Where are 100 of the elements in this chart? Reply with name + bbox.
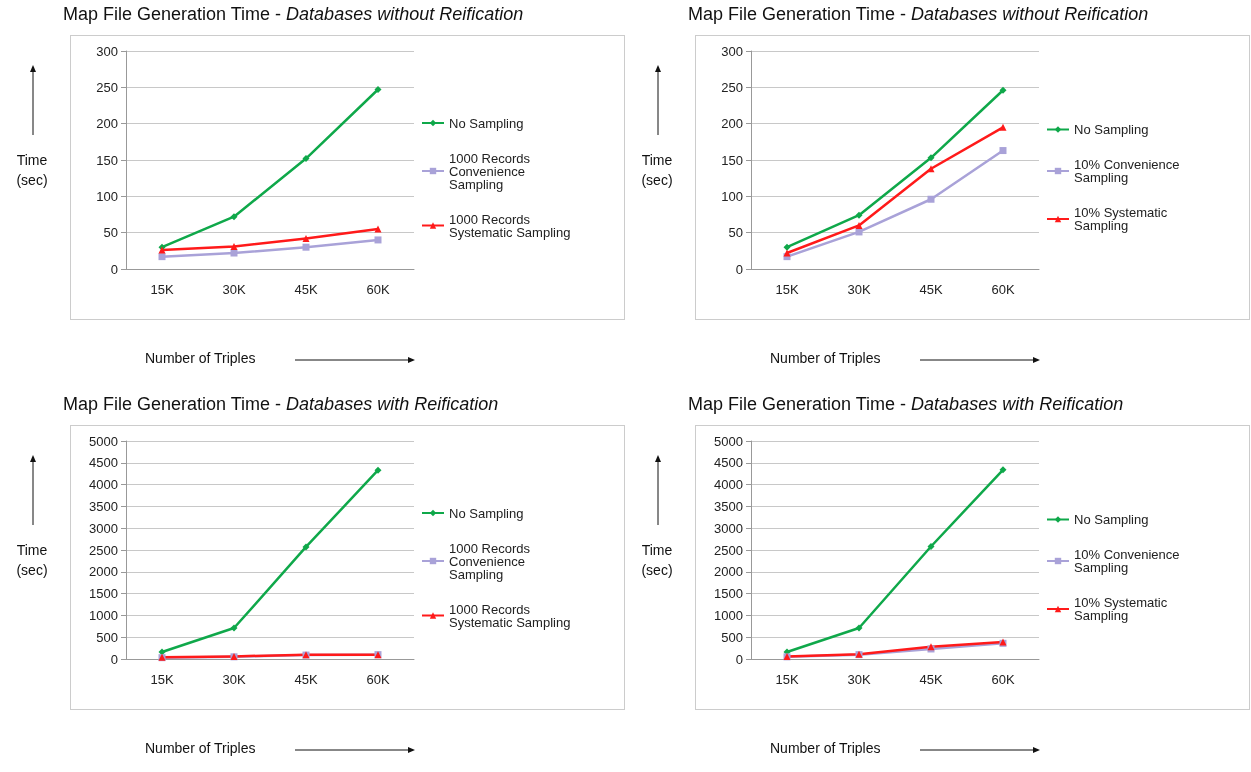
legend-label: No Sampling (449, 115, 524, 131)
y-tick-label: 300 (96, 43, 118, 59)
x-tick-label: 45K (919, 282, 943, 297)
legend-label: No Sampling (1074, 122, 1149, 137)
point (999, 86, 1007, 94)
point (999, 147, 1007, 155)
y-tick-label: 3000 (89, 520, 118, 536)
x-tick-label: 30K (222, 282, 246, 297)
point (374, 466, 382, 474)
chart-title: Map File Generation Time - Databases with Reification (688, 394, 1124, 415)
y-tick-label: 3500 (714, 498, 743, 514)
y-tick-label: 1500 (89, 586, 118, 602)
point (927, 165, 935, 173)
legend-label: 10% Convenience Sampling (1074, 547, 1184, 575)
x-tick-label: 30K (847, 282, 871, 297)
y-tick-label: 500 (721, 629, 743, 645)
y-tick-label: 2500 (714, 542, 743, 558)
point (374, 225, 382, 233)
point (374, 86, 382, 94)
y-tick-label: 4500 (89, 455, 118, 471)
point (783, 249, 791, 257)
x-tick-label: 45K (919, 672, 943, 687)
y-tick-label: 3500 (89, 498, 118, 514)
y-tick-label: 0 (735, 261, 743, 277)
y-axis-title: Time (sec) (15, 541, 49, 580)
point (855, 211, 863, 219)
x-tick-label: 30K (222, 672, 246, 687)
x-axis-title: Number of Triples (770, 350, 881, 366)
point (302, 155, 310, 163)
legend-label: 10% Convenience Sampling (1074, 157, 1184, 185)
x-tick-label: 15K (775, 282, 799, 297)
y-tick-label: 1000 (89, 607, 118, 623)
point (230, 242, 238, 250)
chart-title: Map File Generation Time - Databases with Reification (63, 394, 499, 415)
y-tick-label: 100 (721, 188, 743, 204)
x-tick-label: 30K (847, 672, 871, 687)
y-tick-label: 4500 (714, 455, 743, 471)
y-tick-label: 50 (728, 225, 743, 241)
legend-label: 1000 Records Convenience Sampling (449, 150, 534, 192)
y-tick-label: 250 (721, 79, 743, 95)
point (230, 249, 238, 257)
y-tick-label: 0 (735, 651, 743, 667)
legend-label: 10% Systematic Sampling (1074, 595, 1171, 623)
y-tick-label: 200 (721, 116, 743, 132)
x-tick-label: 60K (366, 672, 390, 687)
point (230, 624, 238, 632)
y-tick-label: 100 (96, 188, 118, 204)
x-axis-title: Number of Triples (145, 740, 256, 756)
y-axis-title: Time (sec) (640, 541, 674, 580)
x-tick-label: 60K (991, 672, 1015, 687)
y-tick-label: 4000 (89, 477, 118, 493)
x-tick-label: 15K (150, 672, 174, 687)
point (855, 624, 863, 632)
y-tick-label: 5000 (89, 433, 118, 449)
point (374, 236, 382, 244)
x-tick-label: 15K (775, 672, 799, 687)
y-tick-label: 4000 (714, 477, 743, 493)
point (927, 154, 935, 162)
y-tick-label: 2000 (89, 564, 118, 580)
legend-label: No Sampling (449, 505, 524, 521)
point (302, 243, 310, 251)
legend-label: 1000 Records Systematic Sampling (449, 211, 571, 240)
y-tick-label: 50 (103, 225, 118, 241)
point (783, 243, 791, 251)
legend-label: 1000 Records Convenience Sampling (449, 540, 534, 582)
y-tick-label: 2000 (714, 564, 743, 580)
x-tick-label: 60K (991, 282, 1015, 297)
y-tick-label: 150 (96, 152, 118, 168)
point (927, 543, 935, 551)
y-axis-title: Time (sec) (15, 151, 49, 190)
chart-title: Map File Generation Time - Databases without Reification (63, 4, 524, 25)
x-tick-label: 45K (294, 282, 318, 297)
x-axis-title: Number of Triples (145, 350, 256, 366)
y-tick-label: 200 (96, 116, 118, 132)
y-tick-label: 250 (96, 79, 118, 95)
y-tick-label: 0 (110, 261, 118, 277)
x-tick-label: 15K (150, 282, 174, 297)
legend-label: 1000 Records Systematic Sampling (449, 601, 571, 630)
point (999, 466, 1007, 474)
legend-label: No Sampling (1074, 512, 1149, 527)
legend-label: 10% Systematic Sampling (1074, 205, 1171, 233)
y-tick-label: 0 (110, 651, 118, 667)
y-tick-label: 2500 (89, 542, 118, 558)
x-tick-label: 45K (294, 672, 318, 687)
y-tick-label: 1500 (714, 586, 743, 602)
point (927, 195, 935, 203)
y-tick-label: 1000 (714, 607, 743, 623)
point (302, 234, 310, 242)
y-tick-label: 300 (721, 43, 743, 59)
y-tick-label: 500 (96, 629, 118, 645)
chart-title: Map File Generation Time - Databases without Reification (688, 4, 1149, 25)
point (230, 213, 238, 221)
y-tick-label: 3000 (714, 520, 743, 536)
x-axis-title: Number of Triples (770, 740, 881, 756)
point (302, 543, 310, 551)
x-tick-label: 60K (366, 282, 390, 297)
point (855, 221, 863, 229)
y-tick-label: 150 (721, 152, 743, 168)
point (999, 123, 1007, 131)
y-axis-title: Time (sec) (640, 151, 674, 190)
